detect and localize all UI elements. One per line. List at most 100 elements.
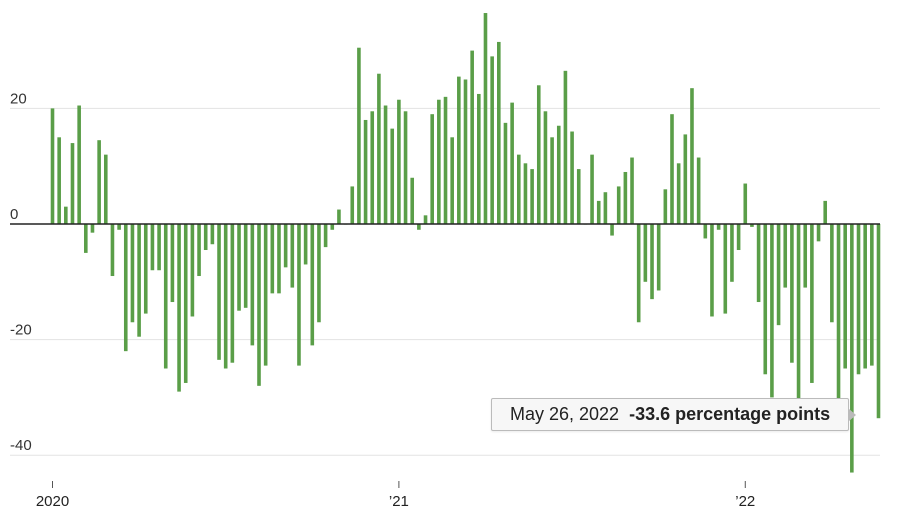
bar xyxy=(170,224,175,303)
bar xyxy=(283,224,288,268)
bar xyxy=(516,154,521,224)
bar xyxy=(223,224,228,369)
bar xyxy=(350,186,355,224)
bar xyxy=(756,224,761,303)
bar xyxy=(803,224,808,288)
bar xyxy=(470,50,474,224)
bar xyxy=(377,73,381,224)
bar xyxy=(723,224,728,314)
bar xyxy=(863,224,867,369)
bar xyxy=(143,224,148,314)
bar xyxy=(117,224,121,230)
bar xyxy=(90,224,95,233)
bar xyxy=(330,224,335,230)
bar xyxy=(876,224,881,419)
bar xyxy=(123,224,128,352)
bar xyxy=(796,224,801,404)
bar xyxy=(703,224,708,239)
bar xyxy=(710,224,714,317)
bar xyxy=(836,224,841,418)
bar xyxy=(650,224,654,300)
x-tick-label: ’21 xyxy=(389,493,409,510)
bar xyxy=(397,99,401,224)
tooltip-date: May 26, 2022 xyxy=(510,404,620,424)
bar xyxy=(810,224,814,383)
bar xyxy=(550,137,554,224)
bars xyxy=(50,13,881,473)
bar xyxy=(177,224,181,392)
bar xyxy=(830,224,834,323)
bar xyxy=(290,224,295,288)
bar xyxy=(103,154,108,224)
bar xyxy=(323,224,328,248)
bar xyxy=(210,224,215,245)
bar xyxy=(230,224,235,363)
bar xyxy=(197,224,201,277)
y-axis-labels: 20 0 -20 -40 xyxy=(10,90,32,454)
bar xyxy=(870,224,874,366)
bar xyxy=(663,189,668,224)
bar xyxy=(610,224,614,236)
bar xyxy=(683,134,688,224)
bar xyxy=(616,186,621,224)
x-axis: 2020 ’21 ’22 xyxy=(36,481,755,510)
bar xyxy=(157,224,161,271)
bar xyxy=(270,224,275,294)
bar xyxy=(536,85,541,224)
bar xyxy=(84,224,88,253)
bar xyxy=(417,224,421,230)
value-tooltip: May 26, 2022 -33.6 percentage points xyxy=(491,398,857,431)
bar xyxy=(263,224,268,366)
bar xyxy=(483,13,488,225)
y-tick-label: -40 xyxy=(10,437,32,454)
bar xyxy=(217,224,221,360)
bar xyxy=(137,224,141,337)
bar xyxy=(556,125,561,224)
bar xyxy=(776,224,781,326)
bar xyxy=(370,111,375,224)
bar xyxy=(636,224,641,323)
bar xyxy=(590,154,594,224)
y-tick-label: 20 xyxy=(10,90,27,107)
bar xyxy=(190,224,195,317)
bar xyxy=(643,224,648,282)
bar xyxy=(130,224,135,323)
bar xyxy=(303,224,308,265)
bar xyxy=(457,76,461,224)
bar xyxy=(437,99,441,224)
tooltip-value: -33.6 xyxy=(629,404,671,424)
bar xyxy=(243,224,248,308)
bar xyxy=(250,224,255,346)
bar xyxy=(690,88,694,224)
bar xyxy=(676,163,681,224)
bar xyxy=(183,224,188,383)
bar xyxy=(110,224,115,277)
bar xyxy=(823,200,828,224)
y-tick-label: 0 xyxy=(10,206,18,223)
bar xyxy=(383,105,388,224)
bar xyxy=(503,122,508,224)
bar xyxy=(783,224,788,288)
bar xyxy=(277,224,281,294)
bar xyxy=(337,209,341,224)
bar xyxy=(790,224,794,363)
bar xyxy=(310,224,315,346)
bar xyxy=(630,157,634,224)
bar xyxy=(50,108,55,224)
bar xyxy=(363,119,368,224)
bar xyxy=(77,105,81,224)
bar xyxy=(530,169,534,224)
bar xyxy=(477,93,481,224)
bar xyxy=(410,177,415,224)
bar xyxy=(856,224,861,375)
bar xyxy=(257,224,261,386)
bar xyxy=(497,41,501,225)
bar xyxy=(670,114,674,224)
x-tick-label: ’22 xyxy=(735,493,755,510)
bar xyxy=(490,56,494,224)
bar xyxy=(463,79,468,224)
bar xyxy=(736,224,741,251)
bar xyxy=(570,131,574,224)
bar xyxy=(317,224,321,323)
